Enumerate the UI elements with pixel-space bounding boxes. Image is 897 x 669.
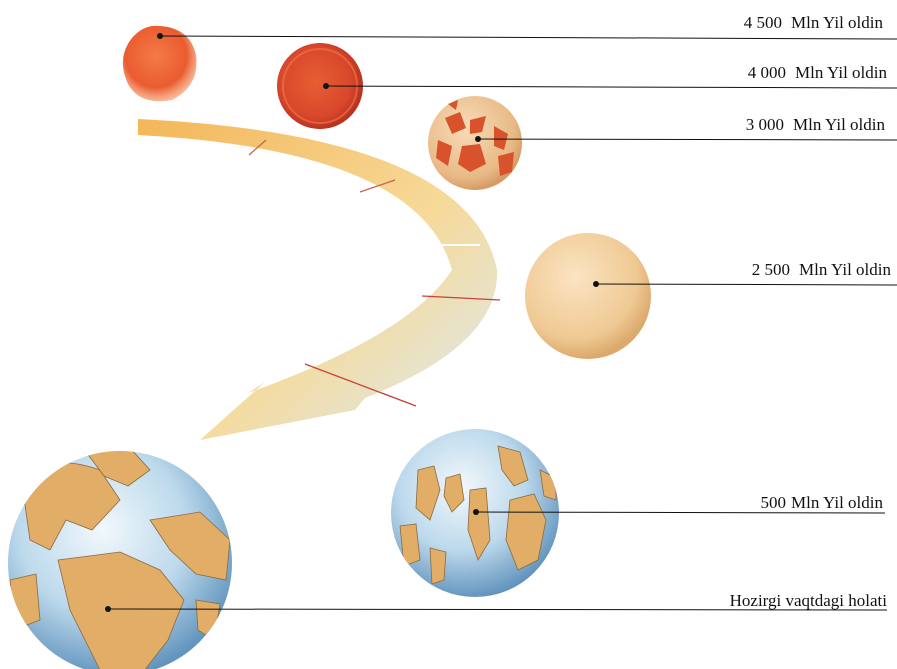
leader-lines xyxy=(107,35,897,611)
arrow-tick-5 xyxy=(304,363,417,407)
label-2500-unit: Mln Yil oldin xyxy=(799,260,891,279)
label-4500-years: 4 500 xyxy=(743,13,783,32)
label-500-years: 500 xyxy=(760,493,787,512)
label-2500: 2 500 Mln Yil oldin xyxy=(752,260,891,280)
planet-now xyxy=(8,451,232,669)
leader-dots xyxy=(105,33,599,612)
label-3000-unit: Mln Yil oldin xyxy=(793,115,885,134)
label-now: Hozirgi vaqtdagi holati xyxy=(730,591,887,611)
arrow-tick-2 xyxy=(359,179,396,193)
time-arrow-body xyxy=(138,119,498,440)
leader-3000 xyxy=(477,138,897,141)
time-arrow xyxy=(138,119,501,440)
label-4500: 4 500 Mln Yil oldin xyxy=(744,13,883,33)
label-2500-years: 2 500 xyxy=(751,260,791,279)
planet-3000 xyxy=(428,96,522,190)
label-4000: 4 000 Mln Yil oldin xyxy=(748,63,887,83)
planet-4500 xyxy=(122,25,197,102)
label-now-text: Hozirgi vaqtdagi holati xyxy=(729,591,887,610)
planet-2500 xyxy=(525,233,651,359)
leader-4500 xyxy=(159,35,897,40)
arrow-tick-4 xyxy=(421,295,501,301)
label-500-unit: Mln Yil oldin xyxy=(791,493,883,512)
leader-2500 xyxy=(595,283,897,286)
leader-500 xyxy=(475,511,886,514)
arrow-tick-1 xyxy=(248,139,267,156)
label-3000-years: 3 000 xyxy=(745,115,785,134)
leader-now xyxy=(107,608,888,611)
label-4500-unit: Mln Yil oldin xyxy=(791,13,883,32)
label-4000-years: 4 000 xyxy=(747,63,787,82)
label-500: 500 Mln Yil oldin xyxy=(761,493,883,513)
label-3000: 3 000 Mln Yil oldin xyxy=(746,115,885,135)
leader-4000 xyxy=(325,85,897,89)
label-4000-unit: Mln Yil oldin xyxy=(795,63,887,82)
